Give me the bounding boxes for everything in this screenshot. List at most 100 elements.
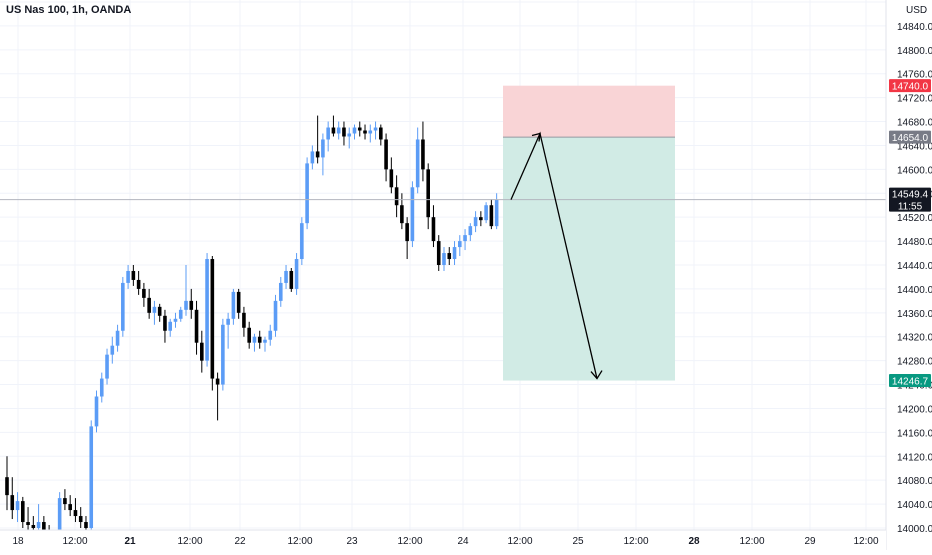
candle[interactable] bbox=[410, 181, 415, 248]
candle[interactable] bbox=[252, 333, 257, 352]
candle[interactable] bbox=[415, 127, 420, 194]
candle[interactable] bbox=[236, 288, 241, 319]
candle[interactable] bbox=[273, 294, 278, 337]
candle[interactable] bbox=[342, 121, 346, 146]
candle-body bbox=[289, 270, 294, 289]
candle[interactable] bbox=[389, 157, 394, 194]
candle[interactable] bbox=[210, 256, 215, 391]
candle[interactable] bbox=[473, 211, 478, 233]
candle[interactable] bbox=[310, 145, 315, 170]
candle[interactable] bbox=[426, 163, 430, 230]
candle-body bbox=[94, 396, 99, 427]
candle[interactable] bbox=[226, 312, 230, 349]
candle[interactable] bbox=[468, 223, 473, 242]
candle[interactable] bbox=[105, 348, 109, 385]
candle[interactable] bbox=[368, 124, 373, 143]
candle[interactable] bbox=[447, 247, 452, 265]
candle[interactable] bbox=[289, 267, 294, 292]
candle[interactable] bbox=[436, 235, 441, 271]
candle[interactable] bbox=[263, 336, 267, 352]
candle[interactable] bbox=[26, 507, 30, 531]
candle[interactable] bbox=[20, 496, 25, 528]
position-zones[interactable] bbox=[503, 85, 675, 381]
candle[interactable] bbox=[452, 241, 457, 265]
candle[interactable] bbox=[278, 276, 283, 307]
candle[interactable] bbox=[284, 265, 288, 289]
time-tick-label: 29 bbox=[804, 536, 816, 547]
candle[interactable] bbox=[357, 121, 362, 137]
candle[interactable] bbox=[463, 229, 467, 251]
candle[interactable] bbox=[326, 121, 330, 152]
candle[interactable] bbox=[384, 133, 388, 182]
stop-loss-zone[interactable] bbox=[503, 85, 675, 138]
candle[interactable] bbox=[115, 324, 120, 352]
candle[interactable] bbox=[421, 121, 425, 182]
candle[interactable] bbox=[305, 157, 309, 230]
candle[interactable] bbox=[99, 372, 104, 403]
candle[interactable] bbox=[89, 420, 94, 531]
candle[interactable] bbox=[110, 336, 115, 364]
candle[interactable] bbox=[231, 288, 236, 325]
candle[interactable] bbox=[221, 318, 225, 391]
candle[interactable] bbox=[294, 253, 299, 295]
candle[interactable] bbox=[321, 133, 325, 176]
candle[interactable] bbox=[68, 495, 72, 517]
candle[interactable] bbox=[331, 115, 336, 137]
candle[interactable] bbox=[142, 282, 146, 307]
candle[interactable] bbox=[147, 288, 151, 319]
candle[interactable] bbox=[457, 235, 462, 257]
take-profit-zone[interactable] bbox=[503, 137, 675, 381]
candle[interactable] bbox=[442, 247, 446, 271]
time-tick-label: 23 bbox=[346, 536, 358, 547]
candle[interactable] bbox=[157, 303, 162, 322]
candle[interactable] bbox=[247, 321, 251, 349]
candle[interactable] bbox=[257, 330, 262, 349]
candle[interactable] bbox=[431, 205, 436, 248]
candle-body bbox=[194, 309, 199, 343]
candle[interactable] bbox=[152, 300, 157, 325]
candle-body bbox=[300, 223, 304, 260]
candle[interactable] bbox=[168, 318, 173, 337]
candle[interactable] bbox=[363, 124, 367, 140]
candle[interactable] bbox=[479, 211, 483, 227]
candle[interactable] bbox=[484, 202, 488, 224]
candle[interactable] bbox=[336, 121, 341, 140]
candle[interactable] bbox=[10, 477, 15, 520]
candle[interactable] bbox=[300, 217, 304, 265]
candle[interactable] bbox=[315, 115, 320, 164]
candle[interactable] bbox=[347, 127, 352, 149]
candle[interactable] bbox=[94, 390, 99, 433]
candle[interactable] bbox=[242, 306, 246, 337]
candle[interactable] bbox=[189, 288, 194, 319]
candle[interactable] bbox=[173, 312, 178, 328]
candle[interactable] bbox=[136, 270, 141, 295]
candle[interactable] bbox=[205, 253, 209, 367]
candle[interactable] bbox=[131, 265, 136, 286]
candle[interactable] bbox=[200, 330, 204, 373]
candle[interactable] bbox=[15, 492, 20, 523]
candle[interactable] bbox=[63, 489, 67, 511]
candle[interactable] bbox=[394, 175, 399, 218]
time-tick-label: 12:00 bbox=[507, 536, 532, 547]
candle[interactable] bbox=[5, 456, 9, 511]
candle[interactable] bbox=[184, 265, 188, 316]
candle[interactable] bbox=[78, 507, 83, 528]
candle[interactable] bbox=[126, 265, 130, 289]
candle[interactable] bbox=[178, 306, 183, 322]
candle-body bbox=[410, 187, 415, 242]
candle[interactable] bbox=[352, 124, 357, 140]
candle[interactable] bbox=[73, 498, 78, 523]
candle[interactable] bbox=[405, 217, 409, 260]
candle[interactable] bbox=[194, 300, 199, 355]
candle[interactable] bbox=[379, 124, 383, 146]
candle[interactable] bbox=[489, 199, 494, 230]
candles[interactable] bbox=[5, 115, 499, 555]
candle[interactable] bbox=[373, 121, 378, 140]
time-tick-label: 12:00 bbox=[62, 536, 87, 547]
candle[interactable] bbox=[268, 324, 273, 346]
candle[interactable] bbox=[215, 372, 220, 421]
candle[interactable] bbox=[163, 309, 167, 343]
candle[interactable] bbox=[121, 276, 125, 337]
